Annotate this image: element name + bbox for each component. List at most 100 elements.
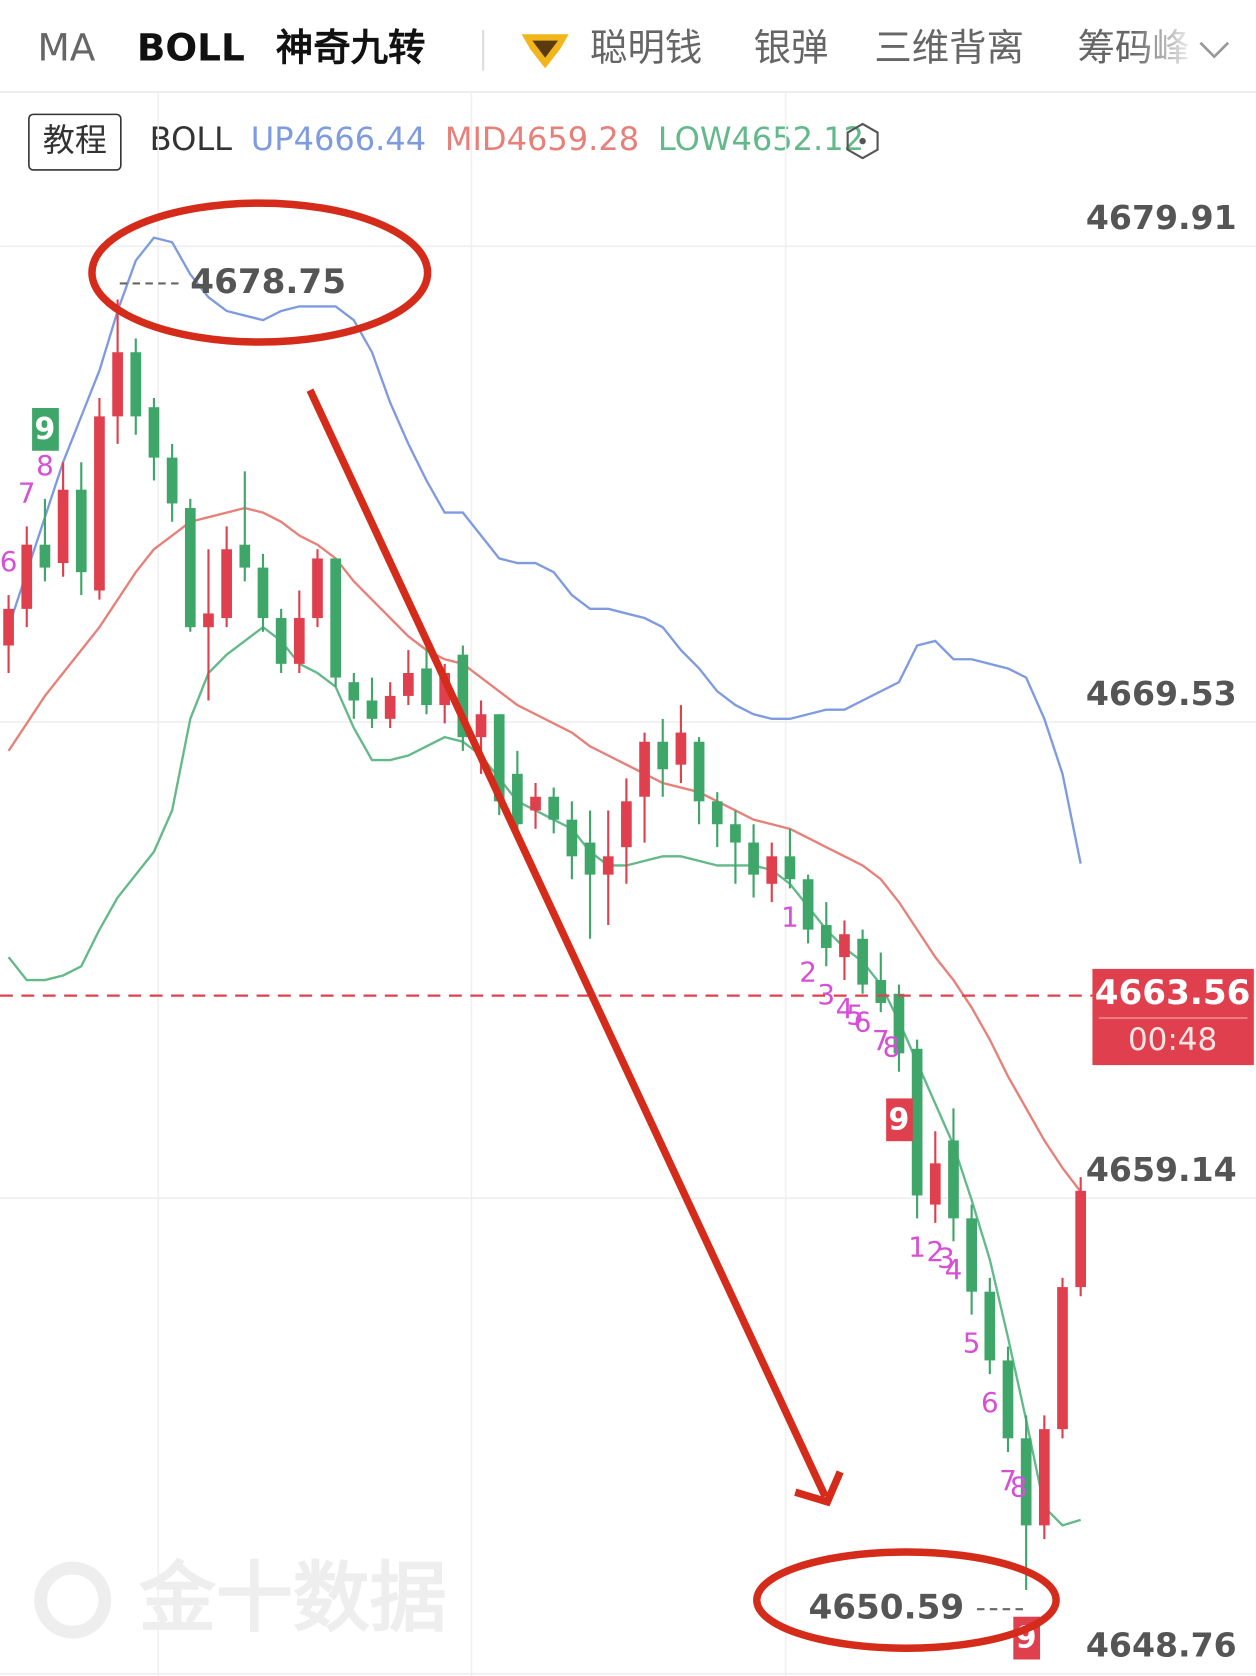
candle-body [1002, 1360, 1014, 1439]
highlight-ellipse [753, 1548, 1060, 1652]
candle-body [875, 980, 887, 1003]
last-price-label: 4663.56 [1095, 973, 1251, 1013]
candle-body [748, 842, 759, 875]
td-count: 4 [945, 1253, 963, 1286]
candle-body [639, 741, 650, 797]
candle-body [112, 352, 123, 417]
y-tick-label: 4669.53 [1086, 674, 1237, 713]
tab[interactable]: BOLL [137, 26, 245, 70]
legend-low-name: LOW [658, 120, 732, 158]
tab[interactable]: 神奇九转 [276, 26, 426, 70]
annotations [88, 199, 1060, 1652]
candle-body [348, 682, 360, 701]
candle-body [203, 613, 214, 628]
tab[interactable]: MA [37, 26, 95, 70]
highlight-ellipse [88, 199, 432, 346]
settings-icon[interactable] [846, 122, 879, 160]
candle-body [403, 673, 414, 696]
smart-money-icon [521, 34, 569, 69]
candle-body [221, 549, 232, 619]
watermark: 金十数据 [34, 1554, 447, 1643]
candle-body [602, 856, 614, 875]
candle-body [312, 558, 323, 619]
td-count: 8 [36, 449, 54, 482]
candle-body [857, 938, 868, 985]
candle-body [275, 618, 287, 664]
candle-body [1057, 1287, 1068, 1430]
y-tick-label: 4648.76 [1086, 1626, 1237, 1665]
td-count: 1 [908, 1230, 926, 1263]
candle-body [784, 856, 796, 880]
legend-up-value: 4666.44 [294, 120, 427, 158]
legend-mid-value: 4659.28 [507, 120, 640, 158]
td-count: 6 [981, 1386, 999, 1419]
candle-body [566, 819, 578, 857]
candle-body [57, 489, 69, 564]
candle-body [384, 695, 396, 719]
y-tick-label: 4679.91 [1086, 198, 1237, 237]
tab-fade [1133, 10, 1198, 86]
td-count: 2 [926, 1235, 944, 1268]
last-price-box [1092, 968, 1254, 1066]
trend-arrow [306, 388, 829, 1499]
td-count: 9 [35, 412, 56, 447]
arrow-head [794, 1470, 844, 1507]
candle-body [421, 668, 432, 706]
countdown-label: 00:48 [1128, 1022, 1217, 1058]
candle-body [257, 567, 269, 619]
candle-body [493, 714, 505, 802]
td-count: 5 [846, 998, 864, 1031]
tutorial-frame [28, 113, 122, 171]
td-count: 5 [963, 1327, 981, 1360]
td-count: 7 [999, 1464, 1017, 1497]
candle-body [293, 618, 305, 664]
candle-body [75, 489, 87, 573]
candle-body [1075, 1190, 1087, 1288]
td-count: 3 [817, 978, 835, 1011]
tab[interactable]: 三维背离 [874, 26, 1024, 70]
td-count: 6 [0, 545, 17, 578]
tab-expand[interactable] [1199, 41, 1230, 59]
candle-body [475, 714, 487, 738]
candle-body [820, 925, 832, 948]
td-count: 9 [889, 1102, 910, 1137]
td-count: 3 [937, 1241, 955, 1274]
candle-body [657, 741, 669, 770]
candle-body [711, 801, 723, 825]
candle-body [94, 416, 105, 591]
watermark-text: 金十数据 [138, 1554, 447, 1643]
candle-body [966, 1218, 977, 1292]
candle-body [330, 558, 342, 678]
td-count: 8 [1010, 1470, 1028, 1503]
candle-body [366, 700, 378, 719]
candle-body [184, 508, 196, 628]
y-tick-label: 4659.14 [1086, 1150, 1237, 1189]
candle-body [675, 732, 687, 765]
candle-body [548, 796, 560, 820]
td-count: 7 [872, 1024, 890, 1057]
candle-body [457, 654, 469, 738]
legend-low-value: 4652.12 [732, 120, 865, 158]
plot-area [3, 236, 1087, 1590]
candle-body [439, 673, 451, 706]
tutorial-label[interactable]: 教程 [43, 121, 107, 159]
candle-body [911, 1048, 923, 1196]
boll-line [7, 236, 1082, 864]
tab[interactable]: 银弹 [754, 26, 829, 70]
candle-body [893, 993, 905, 1054]
td-count: 1 [781, 900, 799, 933]
td-count: 7 [18, 476, 36, 509]
td-count: 2 [799, 955, 817, 988]
indicator-legend: BOLL UP4666.44 MID4659.28 LOW4652.12 [150, 120, 864, 158]
candle-body [39, 544, 51, 568]
candle-body [512, 773, 523, 825]
candle-body [730, 824, 741, 843]
tab[interactable]: 聪明钱 [590, 26, 702, 70]
tutorial-button[interactable]: 教程 [28, 113, 122, 171]
candle-body [3, 608, 14, 646]
candle-body [166, 457, 178, 504]
td-count: 8 [883, 1030, 901, 1063]
legend-up-name: UP [251, 120, 294, 158]
